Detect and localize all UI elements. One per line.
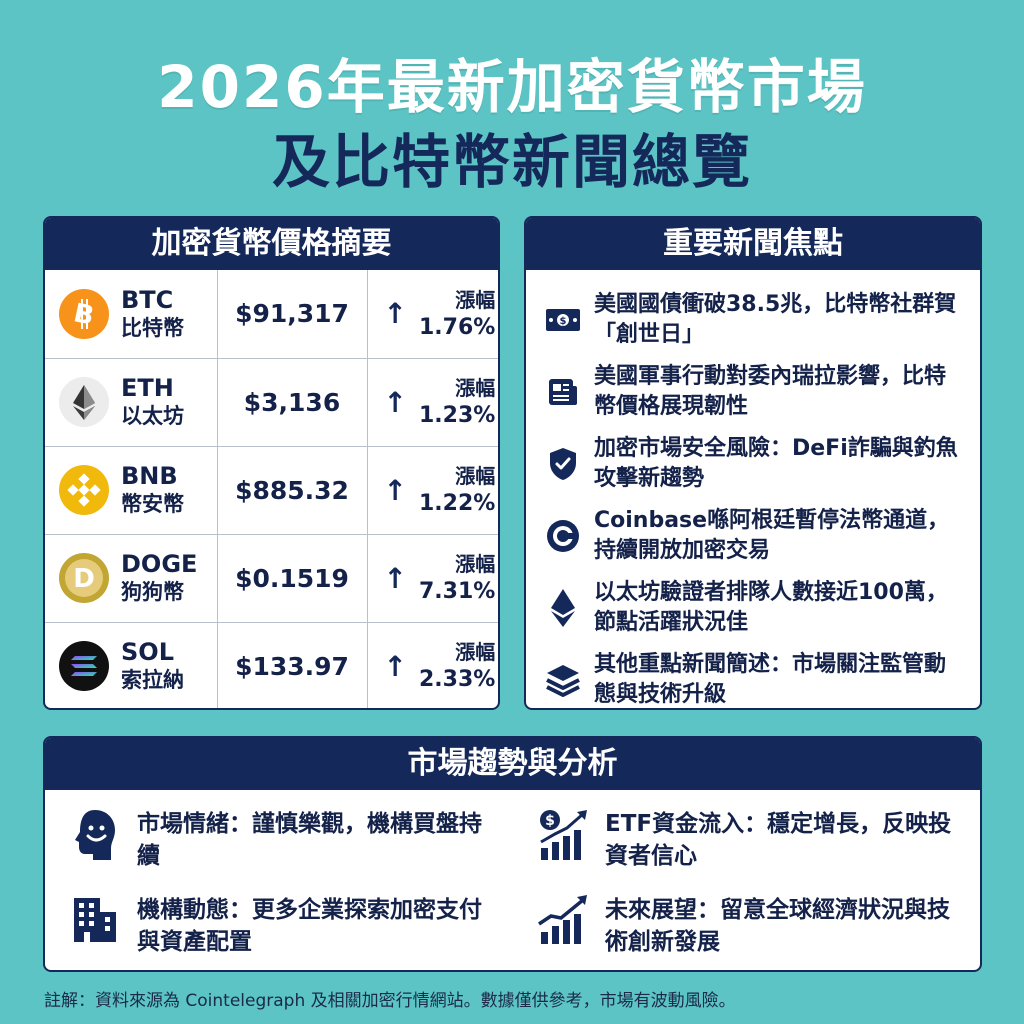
coin-name: 比特幣 xyxy=(121,315,184,340)
price-row: ETH 以太坊 $3,136 ↑ 漲幅 1.23% xyxy=(45,357,498,447)
news-item[interactable]: $ 美國國債衝破38.5兆，比特幣社群賀「創世日」 xyxy=(544,284,964,356)
news-item[interactable]: Coinbase喺阿根廷暫停法幣通道，持續開放加密交易 xyxy=(544,500,964,572)
trend-heading: 市場趨勢與分析 xyxy=(45,738,980,790)
trend-item: 機構動態：更多企業探索加密支付與資產配置 xyxy=(67,894,487,958)
coin-symbol: BNB xyxy=(121,462,178,490)
news-heading: 重要新聞焦點 xyxy=(526,218,980,270)
page-title-line2: 及比特幣新聞總覽 xyxy=(271,128,752,196)
coin-symbol: ETH xyxy=(121,374,174,402)
change-label: 漲幅 xyxy=(455,640,496,665)
price-row: SOL 索拉納 $133.97 ↑ 漲幅 2.33% xyxy=(45,621,498,708)
coin-cell: ETH 以太坊 xyxy=(45,357,218,447)
arrow-up-icon: ↑ xyxy=(383,297,407,331)
price-row: BNB 幣安幣 $885.32 ↑ 漲幅 1.22% xyxy=(45,445,498,535)
change-value: 7.31% xyxy=(418,579,496,604)
coin-price: $91,317 xyxy=(216,270,368,359)
change-value: 1.76% xyxy=(418,314,496,340)
coin-cell: D DOGE 狗狗幣 xyxy=(45,533,218,623)
news-list: $ 美國國債衝破38.5兆，比特幣社群賀「創世日」 美國軍事行動對委內瑞拉影響，比特… xyxy=(526,270,980,708)
arrow-up-icon: ↑ xyxy=(383,473,407,507)
change-value: 1.22% xyxy=(418,491,496,516)
trend-panel: 市場趨勢與分析 市場情緒：謹慎樂觀，機構買盤持續 $ ETF資金流入：穩定增長，反映… xyxy=(43,736,982,972)
change-cell: ↑ 漲幅 1.23% xyxy=(366,357,498,447)
news-text: 美國國債衝破38.5兆，比特幣社群賀「創世日」 xyxy=(594,292,957,347)
news-text: 其他重點新聞簡述：市場關注監管動態與技術升級 xyxy=(594,652,947,707)
coin-name: 幣安幣 xyxy=(121,492,184,516)
news-item[interactable]: 其他重點新聞簡述：市場關注監管動態與技術升級 xyxy=(544,644,964,708)
ethereum-icon xyxy=(59,377,109,427)
coin-name: 狗狗幣 xyxy=(121,580,184,604)
coin-price: $885.32 xyxy=(216,445,368,535)
svg-text:$: $ xyxy=(545,813,555,829)
coin-symbol: BTC xyxy=(121,285,174,314)
trend-text: ETF資金流入：穩定增長，反映投資者信心 xyxy=(605,811,952,869)
office-building-icon xyxy=(67,894,123,944)
news-panel: 重要新聞焦點 $ 美國國債衝破38.5兆，比特幣社群賀「創世日」 美國軍事行動對委內… xyxy=(524,216,982,710)
news-text: 以太坊驗證者排隊人數接近100萬，節點活躍狀況佳 xyxy=(594,580,948,635)
ethereum-icon xyxy=(544,588,582,628)
news-item[interactable]: 以太坊驗證者排隊人數接近100萬，節點活躍狀況佳 xyxy=(544,572,964,644)
price-row: D DOGE 狗狗幣 $0.1519 ↑ 漲幅 7.31% xyxy=(45,533,498,623)
svg-text:D: D xyxy=(73,564,95,594)
solana-icon xyxy=(59,641,109,692)
smiling-head-icon xyxy=(67,808,123,862)
arrow-up-icon: ↑ xyxy=(383,649,407,683)
coin-cell: BNB 幣安幣 xyxy=(45,445,218,535)
bitcoin-icon: B xyxy=(59,288,109,339)
coin-symbol: DOGE xyxy=(121,550,198,578)
news-text: 美國軍事行動對委內瑞拉影響，比特幣價格展現韌性 xyxy=(594,364,947,419)
trend-text: 市場情緒：謹慎樂觀，機構買盤持續 xyxy=(137,811,482,869)
coin-price: $0.1519 xyxy=(216,533,368,623)
coin-name: 索拉納 xyxy=(121,668,184,693)
dogecoin-icon: D xyxy=(59,553,109,603)
trend-item: 未來展望：留意全球經濟狀況與技術創新發展 xyxy=(535,894,955,958)
news-item[interactable]: 美國軍事行動對委內瑞拉影響，比特幣價格展現韌性 xyxy=(544,356,964,428)
trend-item: $ ETF資金流入：穩定增長，反映投資者信心 xyxy=(535,808,955,872)
coin-name: 以太坊 xyxy=(121,404,184,428)
page-title-line1: 2026年最新加密貨幣市場 xyxy=(157,53,867,121)
price-table: B BTC 比特幣 $91,317 ↑ 漲幅 1.76% ETH 以太坊 $3,136 ↑ 漲幅 1.2… xyxy=(45,270,498,708)
change-cell: ↑ 漲幅 1.76% xyxy=(366,270,498,359)
bnb-icon xyxy=(59,465,109,515)
price-summary-heading: 加密貨幣價格摘要 xyxy=(45,218,498,270)
change-cell: ↑ 漲幅 7.31% xyxy=(366,533,498,623)
trend-up-chart-icon xyxy=(535,894,591,946)
change-value: 2.33% xyxy=(418,667,496,693)
coin-price: $3,136 xyxy=(216,357,368,447)
arrow-up-icon: ↑ xyxy=(383,385,407,419)
change-cell: ↑ 漲幅 1.22% xyxy=(366,445,498,535)
change-label: 漲幅 xyxy=(455,376,496,400)
change-value: 1.23% xyxy=(418,403,496,428)
dollar-growth-chart-icon: $ xyxy=(535,808,591,862)
trend-item: 市場情緒：謹慎樂觀，機構買盤持續 xyxy=(67,808,487,872)
coin-price: $133.97 xyxy=(216,621,368,708)
news-item[interactable]: 加密市場安全風險：DeFi詐騙與釣魚攻擊新趨勢 xyxy=(544,428,964,500)
layers-icon xyxy=(544,663,582,697)
newspaper-icon xyxy=(544,376,582,408)
price-row: B BTC 比特幣 $91,317 ↑ 漲幅 1.76% xyxy=(45,270,498,359)
coinbase-icon xyxy=(544,519,582,553)
change-label: 漲幅 xyxy=(455,552,496,576)
footnote: 註解：資料來源為 Cointelegraph 及相關加密行情網站。數據僅供參考，… xyxy=(44,991,736,1011)
arrow-up-icon: ↑ xyxy=(383,561,407,595)
trend-grid: 市場情緒：謹慎樂觀，機構買盤持續 $ ETF資金流入：穩定增長，反映投資者信心機構動… xyxy=(45,790,980,970)
change-label: 漲幅 xyxy=(455,464,496,488)
shield-check-icon xyxy=(544,446,582,482)
coin-cell: SOL 索拉納 xyxy=(45,621,218,708)
trend-text: 未來展望：留意全球經濟狀況與技術創新發展 xyxy=(605,897,950,955)
trend-text: 機構動態：更多企業探索加密支付與資產配置 xyxy=(137,897,482,955)
svg-text:$: $ xyxy=(560,316,567,327)
coin-symbol: SOL xyxy=(121,638,174,667)
coin-cell: B BTC 比特幣 xyxy=(45,270,218,359)
money-bill-icon: $ xyxy=(544,307,582,333)
price-summary-panel: 加密貨幣價格摘要 B BTC 比特幣 $91,317 ↑ 漲幅 1.76% ETH 以太坊 $3,… xyxy=(43,216,500,710)
news-text: Coinbase喺阿根廷暫停法幣通道，持續開放加密交易 xyxy=(594,508,950,563)
change-cell: ↑ 漲幅 2.33% xyxy=(366,621,498,708)
change-label: 漲幅 xyxy=(455,287,496,312)
news-text: 加密市場安全風險：DeFi詐騙與釣魚攻擊新趨勢 xyxy=(594,436,958,491)
